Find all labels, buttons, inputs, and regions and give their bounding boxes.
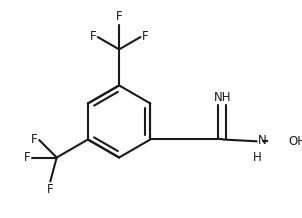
Text: N: N — [258, 134, 266, 147]
Text: NH: NH — [214, 91, 231, 104]
Text: F: F — [89, 30, 96, 43]
Text: F: F — [142, 30, 149, 43]
Text: F: F — [116, 10, 122, 24]
Text: F: F — [31, 133, 38, 146]
Text: F: F — [47, 183, 53, 196]
Text: F: F — [24, 151, 31, 164]
Text: OH: OH — [288, 135, 302, 148]
Text: H: H — [253, 151, 262, 164]
